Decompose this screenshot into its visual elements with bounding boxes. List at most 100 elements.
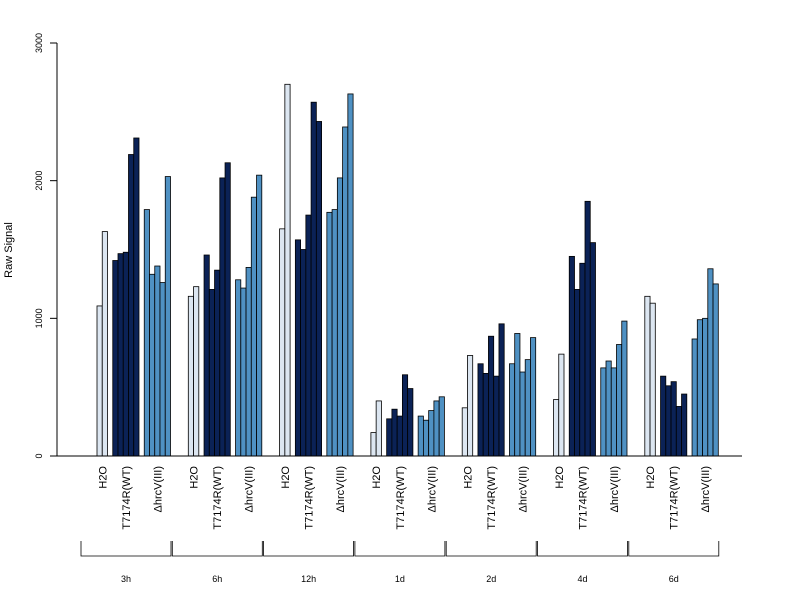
- bar: [665, 385, 672, 457]
- group-label: H2O: [189, 466, 201, 489]
- bar: [589, 242, 596, 457]
- bar: [670, 381, 677, 457]
- bar: [433, 400, 440, 457]
- group-label: H2O: [371, 466, 383, 489]
- bar: [284, 83, 291, 457]
- bar: [391, 408, 398, 457]
- time-label: 1d: [395, 574, 405, 584]
- y-axis: 0 1000 2000 3000: [34, 33, 58, 459]
- bar: [488, 335, 495, 457]
- group-label: T7174R(WT): [303, 466, 315, 530]
- y-tick-label: 2000: [34, 171, 44, 191]
- time-label: 4d: [577, 574, 587, 584]
- y-axis-label: Raw Signal: [3, 222, 15, 278]
- time-label: 3h: [121, 574, 131, 584]
- bar: [477, 363, 484, 457]
- bar: [519, 371, 526, 457]
- bar: [128, 154, 135, 457]
- bar: [696, 319, 703, 457]
- bar: [326, 211, 333, 457]
- bar: [149, 273, 156, 457]
- time-label: 6d: [669, 574, 679, 584]
- time-label: 6h: [212, 574, 222, 584]
- bar: [347, 93, 354, 457]
- bar: [401, 374, 409, 457]
- bar: [574, 289, 581, 457]
- bar: [342, 126, 349, 457]
- time-bracket: [80, 541, 172, 557]
- group-label: T7174R(WT): [577, 466, 589, 530]
- bar: [712, 283, 719, 457]
- y-tick-label: 0: [34, 453, 44, 458]
- bar: [702, 317, 709, 457]
- bar: [193, 286, 200, 457]
- bar: [558, 353, 565, 457]
- bar: [336, 177, 344, 457]
- bar: [208, 289, 215, 457]
- group-label: ΔhrcV(III): [518, 466, 530, 512]
- group-label: H2O: [462, 466, 474, 489]
- bar: [250, 196, 257, 457]
- group-label: T7174R(WT): [486, 466, 498, 530]
- bar: [122, 251, 129, 457]
- time-label: 12h: [301, 574, 316, 584]
- bars: [96, 83, 719, 457]
- bar: [240, 287, 247, 457]
- group-label: ΔhrcV(III): [244, 466, 256, 512]
- bar: [300, 249, 307, 457]
- bar: [644, 295, 651, 457]
- bar: [407, 388, 414, 457]
- bar: [553, 399, 560, 457]
- bar: [579, 262, 586, 457]
- bar: [568, 255, 575, 457]
- bar: [621, 320, 628, 457]
- group-label: ΔhrcV(III): [426, 466, 438, 512]
- bar: [315, 121, 323, 457]
- time-bracket: [628, 541, 720, 557]
- bar: [461, 407, 468, 457]
- bar: [691, 338, 698, 457]
- bar: [422, 419, 430, 457]
- group-label: T7174R(WT): [121, 466, 133, 530]
- group-label: ΔhrcV(III): [700, 466, 712, 512]
- bar: [514, 333, 521, 457]
- group-label: H2O: [97, 466, 109, 489]
- y-tick-label: 3000: [34, 33, 44, 53]
- bar: [294, 239, 302, 457]
- bar: [279, 228, 286, 457]
- group-label: ΔhrcV(III): [609, 466, 621, 512]
- time-bracket: [445, 541, 537, 557]
- group-labels: H2O T7174R(WT) ΔhrcV(III) H2O T7174R(WT) Δhrc…: [97, 466, 712, 530]
- bar: [660, 375, 667, 457]
- bar: [616, 344, 623, 457]
- bar: [584, 200, 591, 457]
- bar: [396, 415, 403, 457]
- bar: [203, 254, 210, 457]
- bar: [219, 177, 226, 457]
- group-label: T7174R(WT): [212, 466, 224, 530]
- bar: [386, 418, 393, 457]
- bar: [530, 337, 537, 457]
- bar: [112, 260, 119, 457]
- time-bracket: [354, 541, 446, 557]
- bar: [509, 363, 516, 457]
- bar: [370, 432, 377, 457]
- time-label: 2d: [486, 574, 496, 584]
- time-bracket: [263, 541, 354, 557]
- bar: [187, 295, 194, 457]
- group-label: H2O: [554, 466, 566, 489]
- time-bracket: [537, 541, 628, 557]
- bar: [681, 393, 688, 457]
- bar: [235, 279, 242, 457]
- bar: [498, 323, 505, 457]
- bar: [610, 367, 617, 457]
- group-label: H2O: [280, 466, 292, 489]
- bar: [428, 410, 435, 457]
- bar: [707, 268, 714, 457]
- group-label: T7174R(WT): [395, 466, 407, 530]
- y-tick-label: 1000: [34, 308, 44, 328]
- bar: [305, 214, 312, 457]
- bar: [493, 375, 500, 457]
- bar: [649, 302, 656, 457]
